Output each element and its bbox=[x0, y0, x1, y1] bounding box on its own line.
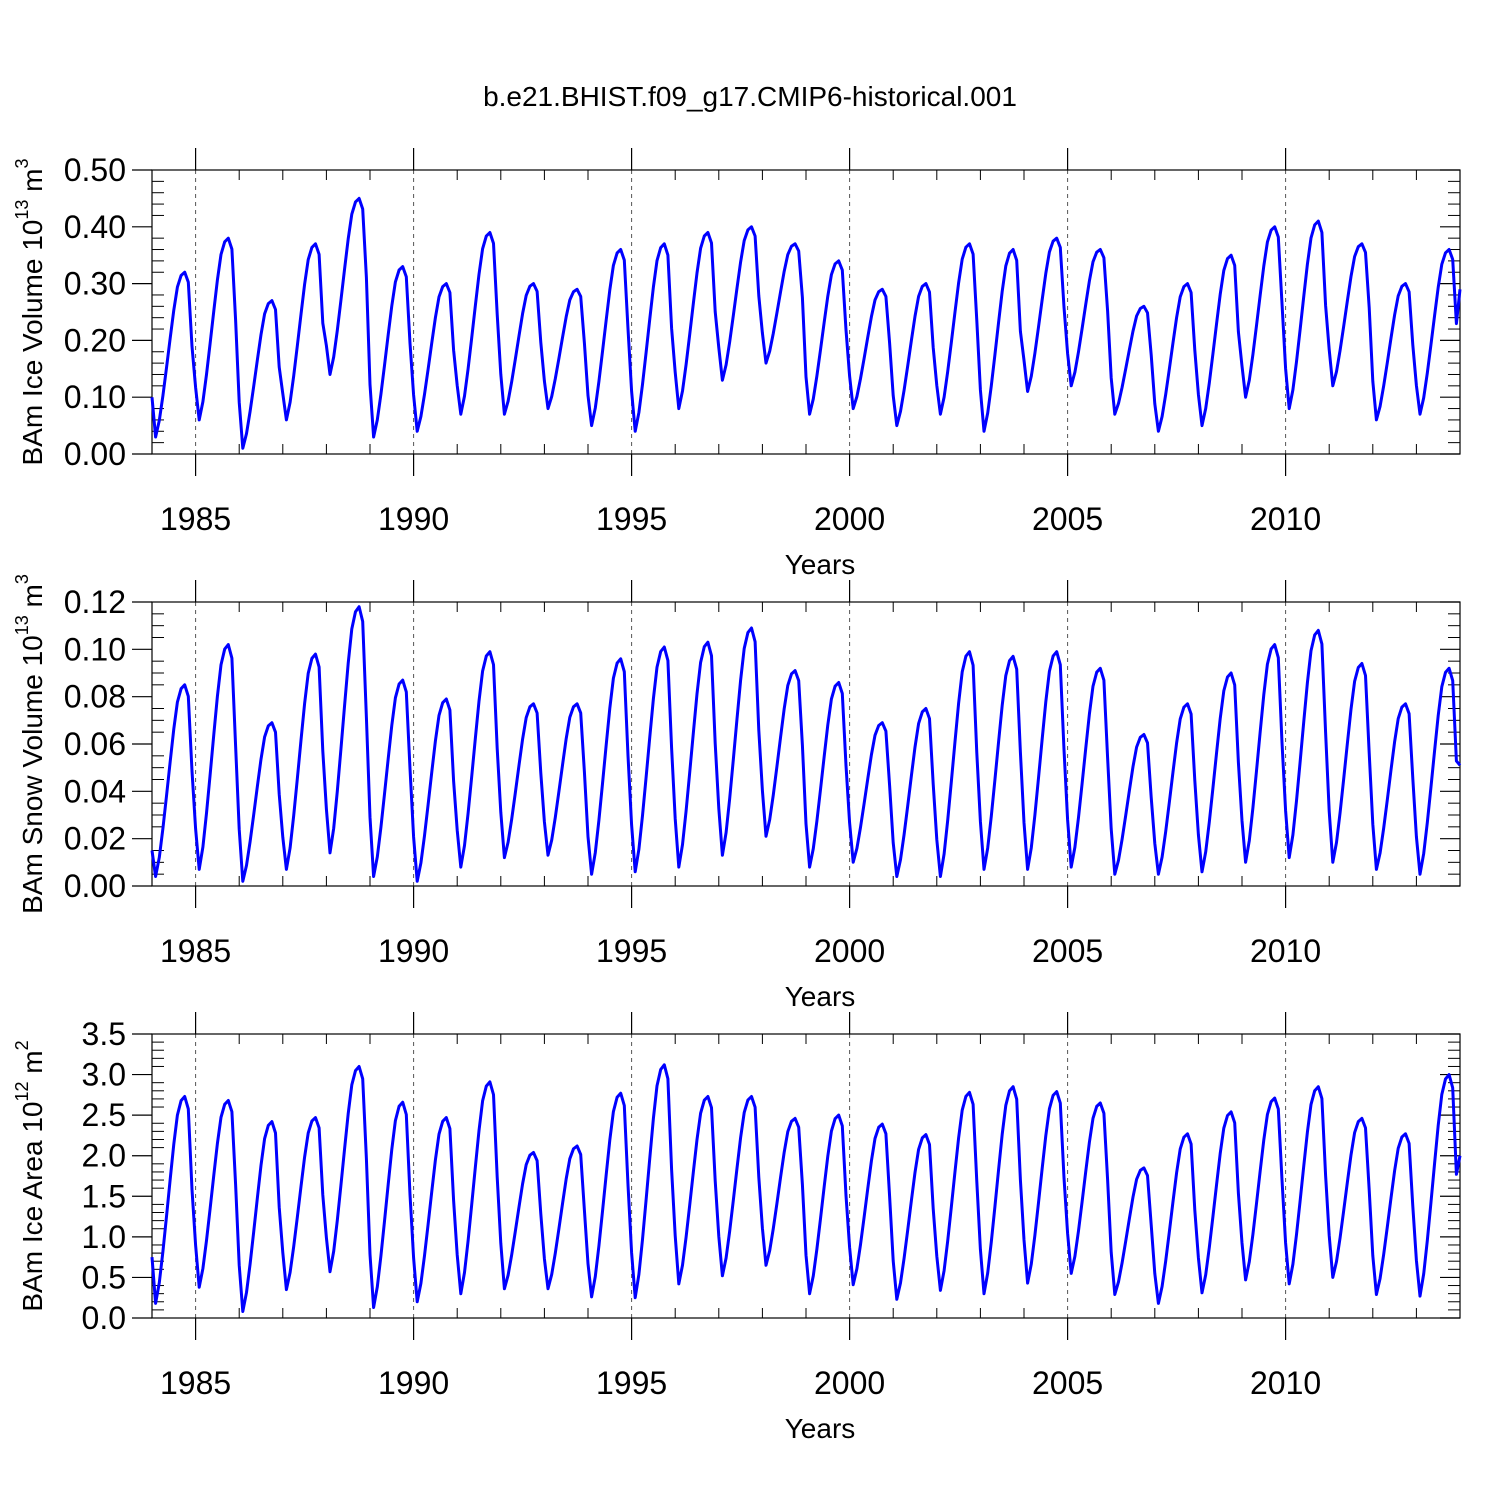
y-axis-label-unit: m bbox=[17, 1050, 48, 1081]
x-tick-label-1995: 1995 bbox=[596, 1365, 667, 1401]
series-line-ice-area bbox=[150, 1063, 1462, 1313]
y-tick-label: 0.10 bbox=[64, 379, 126, 415]
y-axis-label-unit-exp: 3 bbox=[12, 158, 32, 168]
y-tick-label: 0.5 bbox=[82, 1259, 126, 1295]
y-tick-label: 0.00 bbox=[64, 436, 126, 472]
y-tick-label: 1.0 bbox=[82, 1219, 126, 1255]
x-tick-label-1995: 1995 bbox=[596, 501, 667, 537]
x-axis-label: Years bbox=[785, 549, 856, 580]
figure-title: b.e21.BHIST.f09_g17.CMIP6-historical.001 bbox=[483, 81, 1017, 112]
x-tick-label-2000: 2000 bbox=[814, 1365, 885, 1401]
x-tick-label-2005: 2005 bbox=[1032, 933, 1103, 969]
y-axis-label-exp: 12 bbox=[12, 1081, 32, 1101]
x-axis-label: Years bbox=[785, 981, 856, 1012]
x-tick-label-2005: 2005 bbox=[1032, 501, 1103, 537]
y-tick-label: 0.08 bbox=[64, 679, 126, 715]
panels: 1985 1990 1995 2000 2005 2010 0.00 0.10 0.20 0.30… bbox=[12, 148, 1462, 1444]
y-tick-label: 3.0 bbox=[82, 1057, 126, 1093]
y-tick-label: 0.02 bbox=[64, 821, 126, 857]
x-tick-label-1985: 1985 bbox=[160, 501, 231, 537]
x-tick-label-1990: 1990 bbox=[378, 501, 449, 537]
y-tick-label: 0.40 bbox=[64, 209, 126, 245]
x-tick-label-2010: 2010 bbox=[1250, 933, 1321, 969]
y-axis-label-base: BAm Ice Area 10 bbox=[17, 1102, 48, 1312]
y-tick-label: 0.12 bbox=[64, 584, 126, 620]
y-tick-label: 3.5 bbox=[82, 1016, 126, 1052]
series-line-ice-volume bbox=[150, 196, 1462, 450]
y-tick-label: 1.5 bbox=[82, 1178, 126, 1214]
y-axis-label-base: BAm Ice Volume 10 bbox=[17, 220, 48, 466]
y-axis-label: BAm Snow Volume 1013 m3 bbox=[12, 574, 48, 914]
x-tick-label-1985: 1985 bbox=[160, 933, 231, 969]
x-tick-label-2010: 2010 bbox=[1250, 501, 1321, 537]
y-tick-label: 0.30 bbox=[64, 266, 126, 302]
x-tick-label-1990: 1990 bbox=[378, 1365, 449, 1401]
y-tick-label: 0.20 bbox=[64, 322, 126, 358]
y-axis-label: BAm Ice Volume 1013 m3 bbox=[12, 158, 48, 465]
y-axis-label-unit-exp: 2 bbox=[12, 1040, 32, 1050]
panel-ice-volume: 1985 1990 1995 2000 2005 2010 0.00 0.10 0.20 0.30… bbox=[12, 148, 1462, 580]
y-axis-label-base: BAm Snow Volume 10 bbox=[17, 635, 48, 914]
y-tick-label: 2.0 bbox=[82, 1138, 126, 1174]
panel-ice-area: 1985 1990 1995 2000 2005 2010 0.0 0.5 1.0 1.5 2.0 2… bbox=[12, 1012, 1462, 1444]
x-tick-label-1985: 1985 bbox=[160, 1365, 231, 1401]
x-tick-label-2000: 2000 bbox=[814, 501, 885, 537]
y-tick-label: 0.06 bbox=[64, 726, 126, 762]
x-tick-label-1990: 1990 bbox=[378, 933, 449, 969]
y-axis-label-unit-exp: 3 bbox=[12, 574, 32, 584]
x-axis-label: Years bbox=[785, 1413, 856, 1444]
y-tick-label: 2.5 bbox=[82, 1097, 126, 1133]
y-tick-label: 0.00 bbox=[64, 868, 126, 904]
series-line-snow-volume bbox=[150, 605, 1462, 883]
x-tick-label-1995: 1995 bbox=[596, 933, 667, 969]
y-axis-label-unit: m bbox=[17, 168, 48, 199]
x-tick-label-2010: 2010 bbox=[1250, 1365, 1321, 1401]
y-axis-label-exp: 13 bbox=[12, 615, 32, 635]
y-axis-label-unit: m bbox=[17, 584, 48, 615]
panel-snow-volume: 1985 1990 1995 2000 2005 2010 0.00 0.02 0.04 0.06… bbox=[12, 574, 1462, 1012]
y-tick-label: 0.04 bbox=[64, 773, 126, 809]
y-tick-label: 0.50 bbox=[64, 152, 126, 188]
y-tick-label: 0.0 bbox=[82, 1300, 126, 1336]
x-tick-label-2005: 2005 bbox=[1032, 1365, 1103, 1401]
y-axis-label-exp: 13 bbox=[12, 200, 32, 220]
x-tick-label-2000: 2000 bbox=[814, 933, 885, 969]
y-tick-label: 0.10 bbox=[64, 631, 126, 667]
y-axis-label: BAm Ice Area 1012 m2 bbox=[12, 1040, 48, 1311]
